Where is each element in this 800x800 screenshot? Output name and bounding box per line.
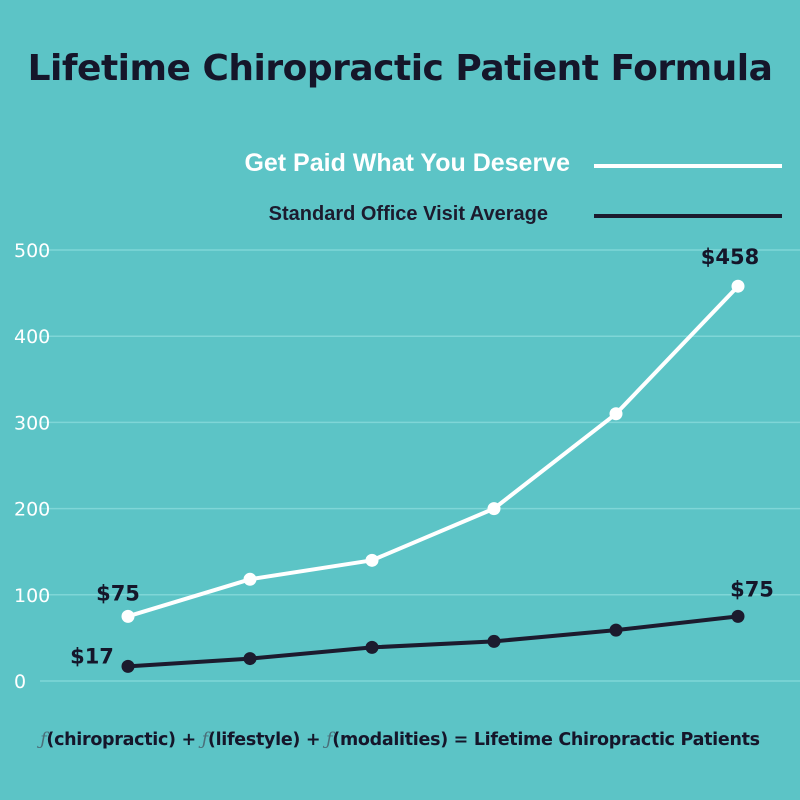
legend-label: Standard Office Visit Average (269, 203, 548, 225)
data-labels: $75 $458 $17 $75 (70, 245, 774, 668)
data-point (243, 572, 257, 586)
legend: Get Paid What You Deserve Standard Office… (244, 149, 782, 225)
legend-label: Get Paid What You Deserve (244, 149, 570, 177)
data-label: $17 (70, 644, 114, 668)
data-label: $458 (701, 245, 759, 269)
function-symbol: ƒ (40, 730, 47, 750)
data-point (487, 502, 501, 516)
formula-term-chiropractic: (chiropractic) + (46, 730, 202, 750)
data-point (121, 659, 135, 673)
series-line (127, 284, 740, 619)
y-tick-label: 200 (14, 499, 50, 521)
data-point (609, 407, 623, 421)
data-label: $75 (96, 581, 140, 605)
formula-term-modalities: (modalities) = Lifetime Chiropractic Pat… (332, 730, 760, 750)
y-tick-label: 400 (14, 326, 50, 348)
data-point (365, 640, 379, 654)
function-symbol: ƒ (201, 730, 208, 750)
formula-term-lifestyle: (lifestyle) + (207, 730, 327, 750)
data-point (609, 623, 623, 637)
data-point (731, 279, 745, 293)
series-line (127, 614, 739, 669)
data-label: $75 (730, 577, 774, 601)
data-point (121, 609, 135, 623)
y-axis-ticks: 0 100 200 300 400 500 (14, 240, 50, 693)
data-point (731, 609, 745, 623)
y-tick-label: 300 (14, 412, 50, 434)
grid-layer (40, 249, 800, 682)
function-symbol: ƒ (326, 730, 333, 750)
data-point (365, 553, 379, 567)
chart-title: Lifetime Chiropractic Patient Formula (27, 48, 773, 89)
y-tick-label: 500 (14, 240, 50, 262)
data-point (487, 634, 501, 648)
y-tick-label: 0 (14, 671, 26, 693)
data-point (243, 652, 257, 666)
series-layer (121, 279, 745, 673)
y-tick-label: 100 (14, 585, 50, 607)
formula-caption: ƒ(chiropractic) + ƒ(lifestyle) + ƒ(modal… (0, 730, 800, 750)
